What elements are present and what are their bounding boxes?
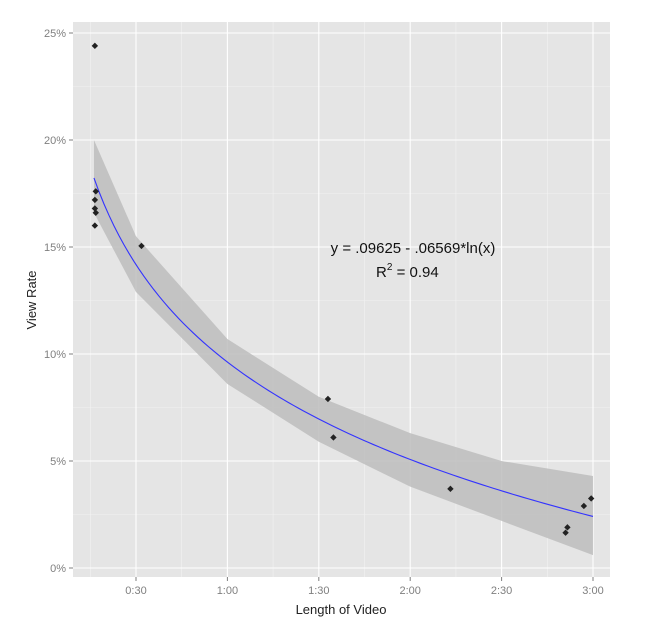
data-point [91, 222, 99, 229]
data-point [138, 242, 145, 250]
y-axis-title: View Rate [24, 270, 39, 329]
r-squared: R2 = 0.94 [376, 262, 439, 281]
x-tick-label: 3:00 [582, 585, 603, 597]
data-point [91, 196, 99, 204]
data-point [562, 529, 569, 536]
fit-equation: y = .09625 - .06569*ln(x) [331, 240, 496, 257]
x-tick-label: 0:30 [125, 585, 146, 597]
data-point [580, 502, 588, 510]
y-tick-label: 10% [44, 349, 66, 361]
y-tick-label: 0% [50, 563, 66, 575]
x-axis-title: Length of Video [296, 602, 387, 617]
data-point [91, 42, 99, 50]
data-points [91, 42, 595, 536]
y-tick-label: 20% [44, 135, 66, 147]
r2-prefix: R [376, 264, 387, 281]
data-point [564, 524, 571, 531]
data-point [330, 434, 337, 441]
r2-value: = 0.94 [392, 264, 438, 281]
data-point [324, 395, 332, 403]
y-tick-label: 15% [44, 242, 66, 254]
axis-ticks: 0:30 1:00 1:30 2:00 2:30 3:00 0% 5% 10% 15% 20% 25% [44, 28, 604, 597]
confidence-band [93, 140, 594, 556]
data-point [447, 485, 454, 493]
x-tick-label: 1:30 [308, 585, 329, 597]
r2-sup: 2 [387, 262, 393, 273]
y-tick-label: 5% [50, 456, 66, 468]
y-tick-label: 25% [44, 28, 66, 40]
data-point [92, 209, 99, 216]
x-tick-label: 2:30 [491, 585, 512, 597]
data-point [91, 205, 99, 212]
fit-line [93, 177, 594, 517]
data-point [92, 188, 99, 195]
x-tick-label: 2:00 [399, 585, 420, 597]
data-point [587, 495, 595, 502]
x-tick-label: 1:00 [217, 585, 238, 597]
